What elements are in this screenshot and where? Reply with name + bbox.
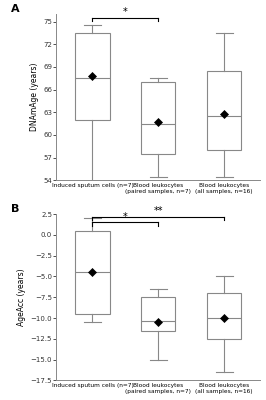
PathPatch shape (207, 293, 241, 339)
Y-axis label: DNAmAge (years): DNAmAge (years) (30, 63, 39, 132)
PathPatch shape (141, 297, 176, 330)
PathPatch shape (141, 82, 176, 154)
Text: B: B (11, 204, 20, 214)
PathPatch shape (75, 33, 110, 120)
Text: *: * (123, 212, 128, 222)
Y-axis label: AgeAcc (years): AgeAcc (years) (17, 268, 26, 326)
Text: **: ** (153, 206, 163, 216)
PathPatch shape (207, 71, 241, 150)
PathPatch shape (75, 231, 110, 314)
Text: *: * (123, 7, 128, 17)
Text: A: A (11, 4, 20, 14)
